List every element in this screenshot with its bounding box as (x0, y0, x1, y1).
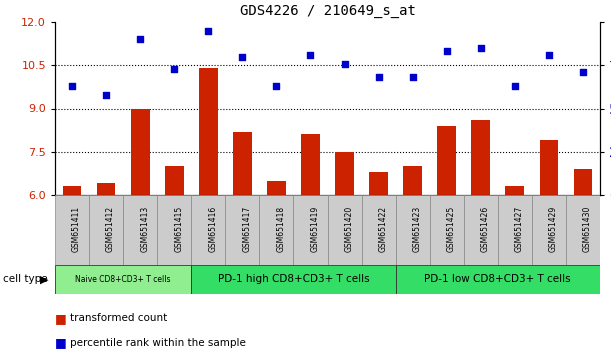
Text: GSM651415: GSM651415 (174, 205, 183, 252)
Bar (437, 126, 456, 195)
FancyBboxPatch shape (362, 195, 396, 265)
Bar (267, 181, 286, 195)
Text: GSM651427: GSM651427 (515, 205, 524, 252)
Text: GSM651430: GSM651430 (583, 205, 592, 252)
Bar (131, 108, 150, 195)
Text: transformed count: transformed count (70, 313, 167, 323)
FancyBboxPatch shape (225, 195, 260, 265)
Point (544, 52, 554, 58)
FancyBboxPatch shape (123, 195, 157, 265)
Text: Naive CD8+CD3+ T cells: Naive CD8+CD3+ T cells (75, 275, 171, 284)
Bar (540, 140, 558, 195)
FancyBboxPatch shape (327, 195, 362, 265)
Point (238, 54, 247, 59)
Bar (97, 183, 115, 195)
FancyBboxPatch shape (498, 195, 532, 265)
Text: GSM651426: GSM651426 (481, 205, 490, 252)
Text: GSM651420: GSM651420 (345, 205, 354, 252)
FancyBboxPatch shape (430, 195, 464, 265)
Bar (301, 135, 320, 195)
FancyBboxPatch shape (260, 195, 293, 265)
Text: percentile rank within the sample: percentile rank within the sample (70, 338, 246, 348)
Bar (165, 166, 183, 195)
FancyBboxPatch shape (191, 195, 225, 265)
Bar (472, 120, 490, 195)
Point (510, 83, 520, 89)
Text: GSM651411: GSM651411 (72, 206, 81, 252)
Title: GDS4226 / 210649_s_at: GDS4226 / 210649_s_at (240, 4, 415, 18)
Bar (403, 166, 422, 195)
Text: GSM651418: GSM651418 (276, 206, 285, 252)
Point (203, 28, 213, 34)
FancyBboxPatch shape (293, 195, 327, 265)
Text: GSM651413: GSM651413 (140, 205, 149, 252)
FancyBboxPatch shape (89, 195, 123, 265)
FancyBboxPatch shape (396, 195, 430, 265)
FancyBboxPatch shape (55, 265, 191, 294)
Text: GSM651429: GSM651429 (549, 205, 558, 252)
Point (271, 83, 281, 89)
Point (442, 48, 452, 54)
Point (135, 36, 145, 42)
Bar (63, 186, 81, 195)
FancyBboxPatch shape (157, 195, 191, 265)
Text: PD-1 high CD8+CD3+ T cells: PD-1 high CD8+CD3+ T cells (218, 274, 369, 285)
Point (67, 83, 77, 89)
Point (374, 75, 384, 80)
Text: GSM651416: GSM651416 (208, 205, 218, 252)
FancyBboxPatch shape (55, 195, 89, 265)
Point (169, 66, 179, 72)
FancyBboxPatch shape (191, 265, 396, 294)
Text: cell type: cell type (3, 274, 48, 285)
FancyBboxPatch shape (396, 265, 600, 294)
Text: ■: ■ (55, 336, 67, 349)
Text: GSM651423: GSM651423 (412, 205, 422, 252)
Point (578, 69, 588, 75)
Text: GSM651425: GSM651425 (447, 205, 456, 252)
Point (408, 75, 417, 80)
Text: ■: ■ (55, 312, 67, 325)
FancyBboxPatch shape (566, 195, 600, 265)
Text: GSM651417: GSM651417 (243, 205, 251, 252)
Text: ▶: ▶ (40, 274, 48, 285)
Bar (335, 152, 354, 195)
Text: GSM651412: GSM651412 (106, 206, 115, 252)
Text: GSM651419: GSM651419 (310, 205, 320, 252)
Text: PD-1 low CD8+CD3+ T cells: PD-1 low CD8+CD3+ T cells (425, 274, 571, 285)
Bar (574, 169, 592, 195)
Point (340, 61, 349, 66)
Bar (369, 172, 388, 195)
Point (101, 92, 111, 97)
Bar (505, 186, 524, 195)
Bar (233, 132, 252, 195)
Bar (199, 68, 218, 195)
Point (476, 45, 486, 51)
Point (306, 52, 315, 58)
FancyBboxPatch shape (532, 195, 566, 265)
FancyBboxPatch shape (464, 195, 498, 265)
Text: GSM651422: GSM651422 (379, 206, 387, 252)
